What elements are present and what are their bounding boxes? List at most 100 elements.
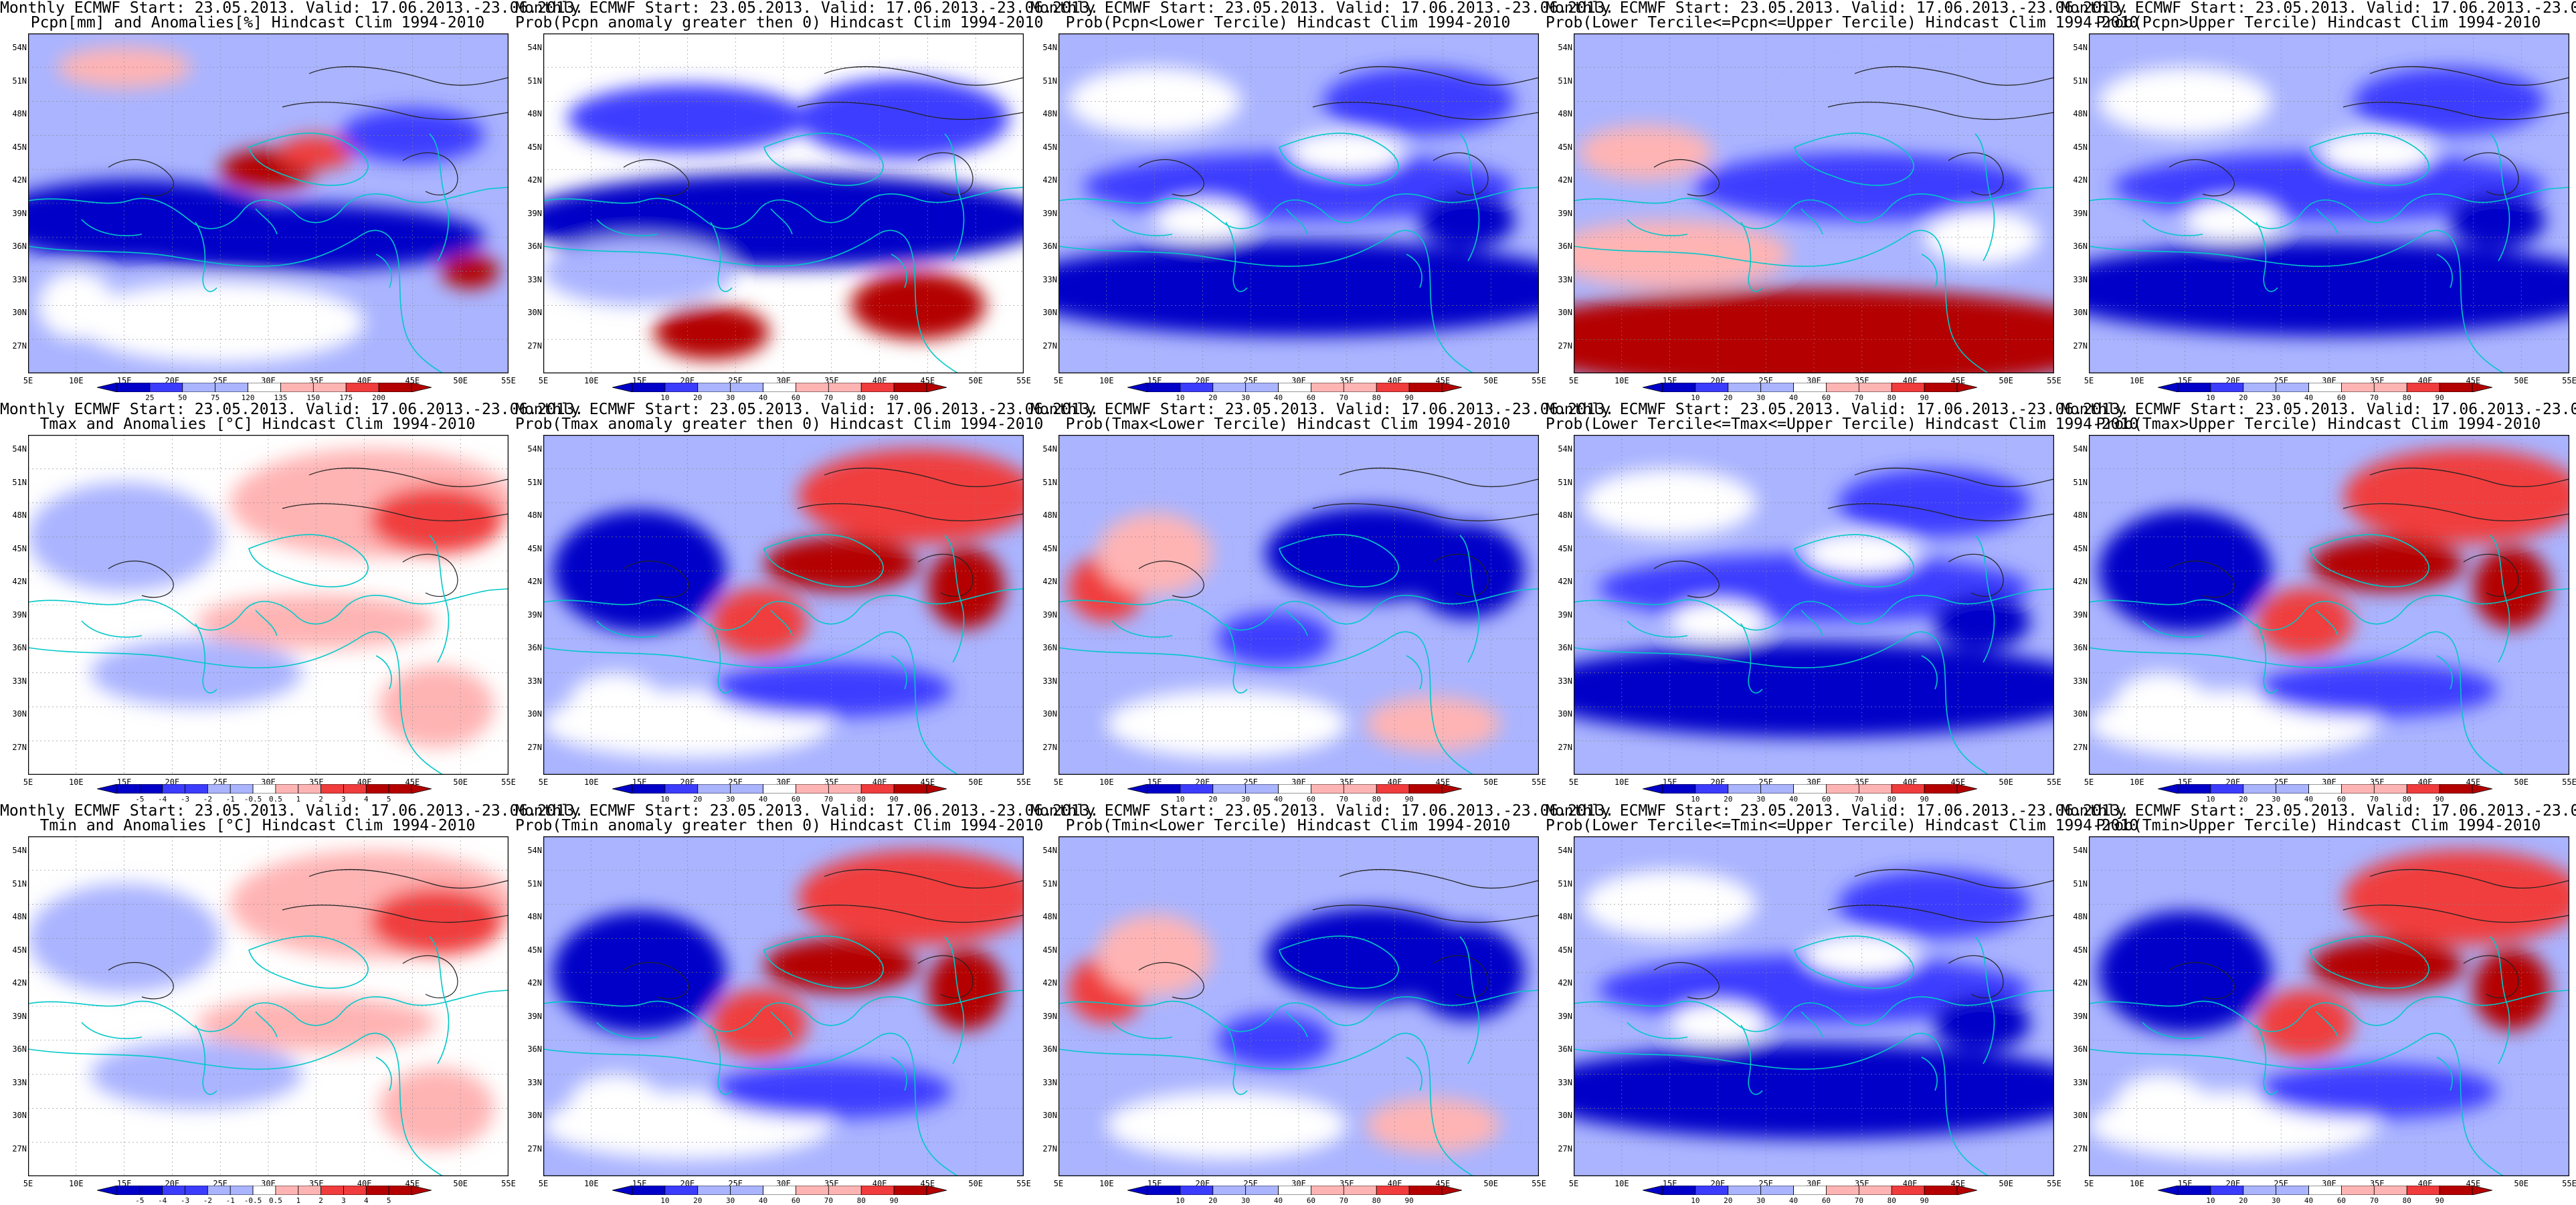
lat-label: 36N [12,643,27,652]
coastline [429,535,450,663]
color-bar-label: -4 [158,1196,167,1205]
lon-label: 10E [1099,376,1114,385]
lat-label: 33N [2073,676,2088,686]
lon-label: 50E [2514,376,2529,385]
color-bar-label: 40 [2304,1196,2314,1205]
map-plot [543,33,1024,373]
map-field [1059,435,1539,775]
color-bar-label: 80 [856,1196,866,1205]
lat-label: 54N [1042,43,1057,52]
lat-label: 33N [12,676,27,686]
coastline [1059,631,1474,775]
lat-label: 39N [1042,208,1057,218]
lat-label: 48N [1042,511,1057,520]
lat-label: 48N [527,511,542,520]
coastline [375,254,392,288]
lat-label: 36N [527,643,542,652]
lat-label: 30N [1042,308,1057,317]
map-panel: Monthly ECMWF Start: 23.05.2013. Valid: … [515,802,1099,1205]
color-bar-label: 20 [693,393,703,402]
coastline [2089,187,2569,229]
lat-label: 42N [12,175,27,185]
lat-label: 27N [1558,1143,1572,1153]
lat-label: 39N [2073,1011,2088,1021]
panel-subtitle: Prob(Lower Tercile<=Tmin<=Upper Tercile)… [1546,817,2139,834]
coastline [255,208,278,235]
lat-label: 42N [1558,577,1572,586]
color-bar-label: 70 [1339,795,1348,804]
coastline [543,588,1024,631]
color-bar-label: 5 [386,1196,391,1205]
lat-label: 45N [1558,142,1572,152]
coastline [195,1024,217,1095]
lat-label: 42N [12,978,27,988]
color-bar-label: 10 [2206,795,2215,804]
lon-label: 50E [1999,1179,2014,1188]
lon-label: 55E [2562,1179,2576,1188]
coastline [2490,936,2510,1064]
color-bar-label: 20 [1208,795,1218,804]
coastline [596,1022,658,1039]
coastline [1801,208,1823,235]
field-region [654,305,769,360]
coastline [944,936,965,1064]
color-bar-label: 80 [1887,393,1896,402]
lat-label: 45N [2073,142,2088,152]
field-region [2310,537,2464,591]
lon-label: 50E [453,1179,468,1188]
coastline [543,631,959,775]
lat-label: 51N [527,878,542,889]
field-region [2257,989,2353,1058]
lat-label: 45N [12,543,27,553]
field-region [2257,662,2498,717]
coastline [2142,1022,2203,1039]
lat-label: 42N [2073,978,2088,988]
color-bar-label: 80 [1372,1196,1381,1205]
lat-label: 51N [12,477,27,487]
lat-label: 36N [1042,1044,1057,1054]
color-bar-label: 30 [2272,1196,2281,1205]
lon-label: 50E [453,376,468,385]
lat-label: 39N [1558,610,1572,620]
coastline [1279,534,1399,587]
coastline [1740,1024,1763,1095]
lon-label: 10E [68,1179,84,1188]
map-plot [543,836,1024,1176]
field-region [1216,1013,1333,1068]
lat-label: 54N [12,846,27,855]
lat-label: 30N [1558,709,1572,719]
color-bar-label: 60 [2336,1196,2347,1205]
coastline [375,1056,392,1091]
color-bar-label: 30 [726,1196,735,1205]
field-region [2257,587,2353,656]
map-field [1574,836,2054,1176]
coastline [1279,935,1399,989]
lon-label: 10E [1099,777,1114,787]
map-plot [543,435,1024,775]
lon-label: 55E [1532,777,1546,787]
lat-label: 48N [1558,912,1572,921]
panel-title: Monthly ECMWF Start: 23.05.2013. Valid: … [515,802,1099,820]
coastline [1974,133,1995,262]
color-bar-label: -0.5 [244,795,262,804]
color-bar-label: 60 [1821,795,1831,804]
coastline [770,610,793,636]
color-bar-label: 70 [1854,393,1863,402]
color-bar-label: 90 [1404,1196,1414,1205]
map-plot [1574,836,2054,1176]
color-bar-label: 40 [1788,393,1799,402]
lat-label: 30N [1558,1111,1572,1120]
field-region [2098,911,2272,1034]
coastline [1059,1032,1474,1176]
lat-label: 27N [1042,1143,1057,1153]
lat-label: 42N [1042,978,1057,988]
coastline [248,534,369,587]
field-region [1583,870,1756,939]
color-bar-label: 90 [889,393,899,402]
color-bar [612,1186,947,1195]
color-bar-label: 10 [660,393,670,402]
color-bar [97,383,432,392]
coastline [1459,936,1480,1064]
lat-label: 54N [2073,444,2088,454]
color-bar-label: 10 [1691,1196,1700,1205]
